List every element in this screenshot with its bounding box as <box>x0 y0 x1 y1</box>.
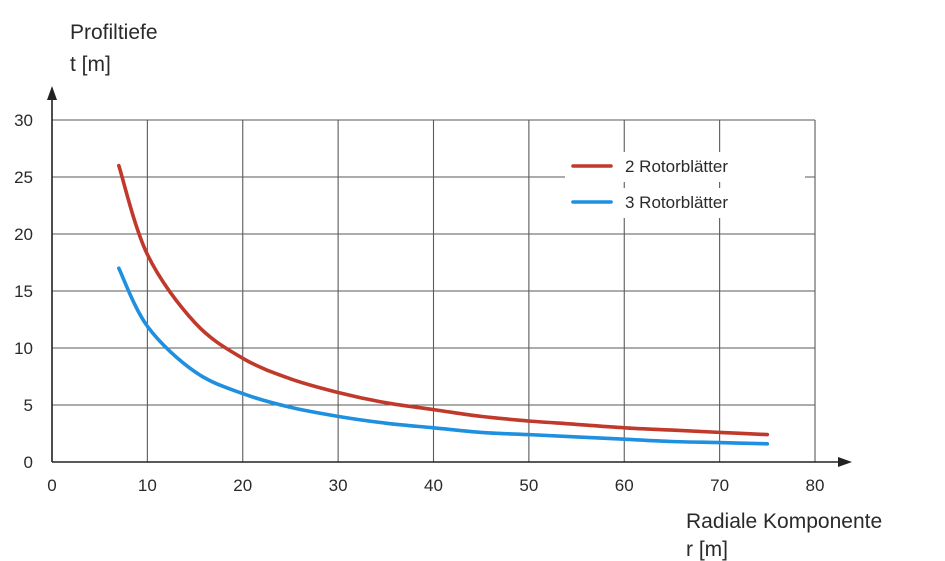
y-tick-label: 30 <box>14 111 33 130</box>
series-line-1 <box>117 163 770 437</box>
series-line-2 <box>117 266 770 446</box>
x-axis-arrow-icon <box>838 457 852 467</box>
x-tick-label: 80 <box>806 476 825 495</box>
x-tick-label: 40 <box>424 476 443 495</box>
x-axis-title-line1: Radiale Komponente <box>686 510 882 533</box>
x-tick-label: 70 <box>710 476 729 495</box>
y-tick-label: 5 <box>24 396 33 415</box>
x-tick-label: 10 <box>138 476 157 495</box>
y-tick-label: 0 <box>24 453 33 472</box>
y-tick-label: 25 <box>14 168 33 187</box>
series-lines <box>117 163 770 446</box>
y-axis-title-line2: t [m] <box>70 53 111 76</box>
x-tick-label: 60 <box>615 476 634 495</box>
legend-label-2: 3 Rotorblätter <box>625 193 728 212</box>
axes <box>47 86 852 467</box>
y-axis-arrow-icon <box>47 86 57 100</box>
y-tick-label: 15 <box>14 282 33 301</box>
y-axis-title-line1: Profiltiefe <box>70 21 158 44</box>
legend-label-1: 2 Rotorblätter <box>625 157 728 176</box>
x-axis-title-line2: r [m] <box>686 538 728 561</box>
y-tick-label: 10 <box>14 339 33 358</box>
x-tick-label: 0 <box>47 476 56 495</box>
x-tick-label: 30 <box>329 476 348 495</box>
legend: 2 Rotorblätter 3 Rotorblätter <box>565 152 805 218</box>
x-tick-label: 20 <box>233 476 252 495</box>
tick-labels: 0 10 20 30 40 50 60 70 80 0 5 10 15 20 25 30 <box>14 111 824 495</box>
x-tick-label: 50 <box>519 476 538 495</box>
y-tick-label: 20 <box>14 225 33 244</box>
